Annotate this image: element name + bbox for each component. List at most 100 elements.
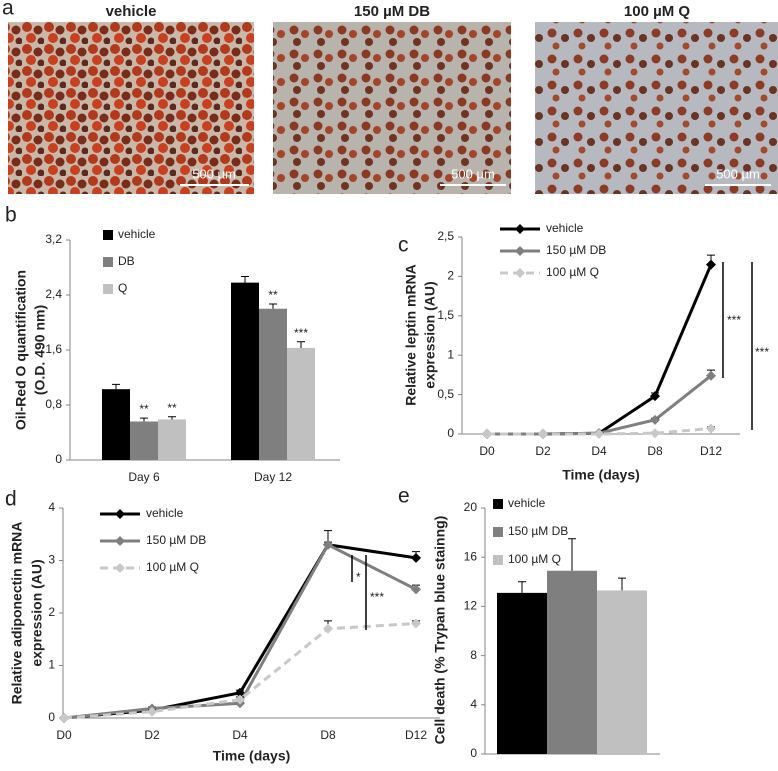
legend-swatch	[103, 230, 113, 240]
significance-label: **	[167, 401, 177, 415]
legend-label: DB	[118, 254, 135, 268]
y-tick-label: 2,5	[437, 229, 454, 243]
panel-label: d	[5, 488, 17, 511]
y-tick-label: 0	[55, 452, 62, 466]
significance-label: *	[356, 570, 361, 584]
x-tick-label: D8	[647, 444, 663, 458]
x-tick-label: D4	[591, 444, 607, 458]
legend-label: 100 µM Q	[546, 265, 599, 279]
x-tick-label: D0	[479, 444, 495, 458]
marker	[650, 414, 660, 425]
marker	[411, 618, 421, 629]
y-tick-label: 4	[48, 500, 55, 514]
error-bar	[140, 417, 148, 422]
legend-label: 100 µM Q	[508, 552, 561, 566]
y-axis-title: Cell death (% Trypan blue stainng)	[432, 516, 448, 745]
x-tick-label: D8	[320, 728, 336, 742]
y-tick-label: 4	[470, 697, 477, 711]
legend-swatch	[493, 499, 503, 509]
series-line	[487, 263, 713, 436]
x-tick-label: D12	[405, 728, 427, 742]
legend-label: Q	[118, 281, 127, 295]
micrograph-title: vehicle	[106, 3, 157, 20]
panel-label: a	[2, 0, 14, 20]
y-tick-label: 0,8	[45, 397, 62, 411]
y-tick-label: 1	[447, 347, 454, 361]
y-axis-title: (O.D. 490 nm)	[32, 305, 48, 395]
bar	[102, 389, 130, 460]
error-bar	[618, 577, 626, 591]
error-bar	[297, 341, 305, 348]
y-tick-label: 0	[48, 710, 55, 724]
significance-label: ***	[727, 313, 741, 327]
marker	[482, 429, 492, 439]
scale-bar-label: 500 µm	[451, 166, 495, 181]
bar	[158, 419, 186, 460]
scale-bar-label: 500 µm	[716, 166, 760, 181]
legend-swatch	[493, 555, 503, 565]
y-tick-label: 8	[470, 648, 477, 662]
error-bar	[112, 383, 120, 390]
y-axis-title: Oil-Red O quantification	[13, 270, 29, 430]
significance-label: ***	[294, 326, 308, 340]
marker	[59, 713, 69, 723]
scale-bar-label: 500 µm	[192, 166, 236, 181]
x-tick-label: D12	[700, 444, 722, 458]
marker	[594, 429, 604, 439]
bar	[287, 347, 315, 460]
bar	[497, 592, 547, 754]
y-tick-label: 16	[464, 549, 478, 563]
series-line	[487, 374, 712, 436]
y-tick-label: 1	[48, 658, 55, 672]
marker	[706, 423, 716, 434]
y-tick-label: 20	[464, 500, 478, 514]
bar	[231, 282, 259, 460]
error-bar	[269, 303, 277, 309]
marker	[235, 687, 245, 698]
x-tick-label: Day 6	[128, 470, 160, 484]
marker	[706, 259, 716, 270]
y-tick-label: 2	[447, 269, 454, 283]
legend-label: vehicle	[546, 221, 584, 235]
x-axis-title: Time (days)	[213, 748, 291, 764]
x-axis-title: Time (days)	[562, 467, 640, 483]
error-bar	[518, 581, 526, 593]
bar	[597, 590, 647, 754]
x-tick-label: D2	[535, 444, 551, 458]
marker	[538, 429, 548, 439]
legend-swatch	[103, 284, 113, 294]
x-tick-label: D2	[144, 728, 160, 742]
marker	[147, 706, 157, 717]
y-tick-label: 1,6	[45, 342, 62, 356]
error-bar	[568, 538, 576, 571]
panel-label: b	[5, 204, 17, 227]
y-tick-label: 3	[48, 553, 55, 567]
x-tick-label: D4	[232, 728, 248, 742]
significance-label: **	[268, 288, 278, 302]
micrograph	[535, 22, 778, 194]
micrograph-title: 150 µM DB	[354, 3, 430, 20]
significance-label: ***	[370, 590, 384, 604]
legend-label: vehicle	[118, 227, 156, 241]
legend-label: vehicle	[508, 496, 546, 510]
y-tick-label: 2	[48, 605, 55, 619]
marker	[323, 623, 333, 634]
significance-label: ***	[755, 345, 769, 359]
micrograph-title: 100 µM Q	[624, 3, 690, 20]
marker	[411, 584, 421, 595]
significance-label: **	[139, 402, 149, 416]
y-axis-title: Relative adiponectin mRNA	[9, 522, 25, 705]
y-axis-title: expression (AU)	[422, 281, 438, 388]
y-tick-label: 12	[464, 599, 478, 613]
error-bar	[168, 416, 176, 420]
legend-marker	[515, 268, 525, 278]
marker	[650, 428, 660, 439]
legend-label: 150 µM DB	[546, 243, 606, 257]
legend-label: 150 µM DB	[146, 533, 206, 547]
y-tick-label: 2,4	[45, 287, 62, 301]
marker	[235, 694, 245, 705]
x-tick-label: D0	[56, 728, 72, 742]
y-tick-label: 0	[447, 426, 454, 440]
bar	[130, 421, 158, 460]
